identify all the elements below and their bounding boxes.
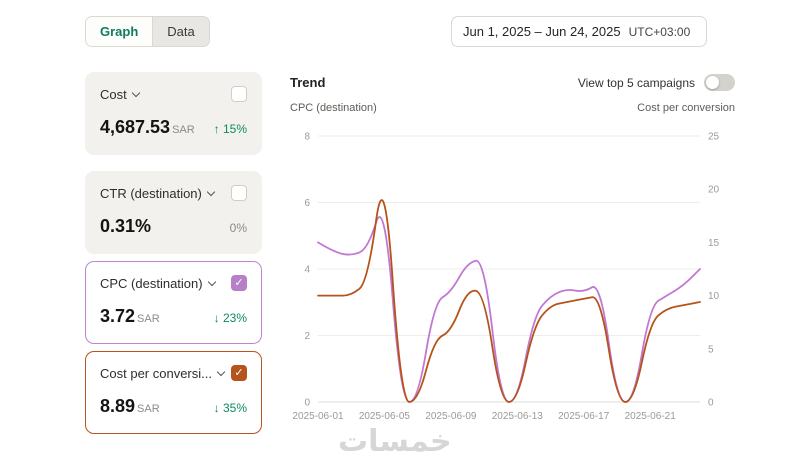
- metric-card-cost[interactable]: Cost 4,687.53 SAR ↑ 15%: [85, 72, 262, 155]
- series-line: [317, 199, 701, 403]
- metric-name: Cost: [100, 86, 127, 102]
- top-campaigns-toggle-label: View top 5 campaigns: [577, 75, 695, 90]
- metric-checkbox-ctr[interactable]: [231, 185, 247, 201]
- date-range-picker[interactable]: Jun 1, 2025 – Jun 24, 2025 UTC+03:00: [451, 16, 707, 47]
- metric-card-cost-per-conversion[interactable]: Cost per conversi... ✓ 8.89 SAR ↓ 35%: [85, 351, 262, 434]
- trend-header: Trend View top 5 campaigns: [290, 74, 735, 91]
- series-line: [317, 216, 701, 403]
- trend-chart: 0 2 4 6 8 0 5 10 15 20 25 2025-06-01 2025-06-05 2025-…: [292, 132, 720, 423]
- x-axis-tick: 2025-06-13: [492, 411, 544, 422]
- metric-dropdown-cost[interactable]: Cost: [100, 86, 140, 102]
- x-axis-tick: 2025-06-09: [425, 411, 477, 422]
- right-axis-tick: 0: [708, 398, 714, 409]
- metric-change: ↓ 23%: [213, 311, 247, 325]
- metric-name: CPC (destination): [100, 275, 203, 291]
- axis-titles: CPC (destination) Cost per conversion: [290, 102, 735, 114]
- metric-unit: SAR: [137, 313, 160, 325]
- metric-dropdown-cpc[interactable]: CPC (destination): [100, 275, 216, 291]
- metric-change: ↓ 35%: [213, 401, 247, 415]
- date-range-text: Jun 1, 2025 – Jun 24, 2025: [463, 24, 621, 39]
- x-axis-tick: 2025-06-17: [558, 411, 610, 422]
- metric-checkbox-cost-per-conversion[interactable]: ✓: [231, 365, 247, 381]
- right-axis-title: Cost per conversion: [637, 102, 735, 114]
- metric-value: 3.72 SAR: [100, 306, 160, 326]
- chevron-down-icon: [216, 367, 226, 376]
- x-axis-tick: 2025-06-01: [292, 411, 344, 422]
- left-axis-tick: 6: [304, 198, 310, 209]
- top-campaigns-toggle[interactable]: [704, 74, 735, 91]
- tab-graph[interactable]: Graph: [86, 17, 154, 46]
- x-axis-tick: 2025-06-21: [625, 411, 677, 422]
- watermark: خمسات: [338, 424, 452, 459]
- right-axis-tick: 10: [708, 291, 720, 302]
- metric-card-cpc[interactable]: CPC (destination) ✓ 3.72 SAR ↓ 23%: [85, 261, 262, 344]
- metric-value: 0.31%: [100, 216, 152, 236]
- chevron-down-icon: [206, 187, 216, 196]
- metric-name: CTR (destination): [100, 185, 202, 201]
- left-axis-tick: 4: [304, 265, 310, 276]
- tab-data[interactable]: Data: [153, 17, 208, 46]
- chevron-down-icon: [207, 277, 216, 286]
- metric-name: Cost per conversi...: [100, 365, 212, 381]
- left-axis-title: CPC (destination): [290, 102, 377, 114]
- metric-unit: SAR: [137, 403, 160, 415]
- right-axis-tick: 15: [708, 238, 720, 249]
- metric-checkbox-cost[interactable]: [231, 86, 247, 102]
- right-axis-tick: 5: [708, 344, 714, 355]
- check-icon: ✓: [234, 366, 244, 379]
- trend-title: Trend: [290, 75, 326, 90]
- timezone-label: UTC+03:00: [628, 24, 691, 39]
- right-axis-tick: 20: [708, 185, 720, 196]
- left-axis-tick: 8: [304, 132, 310, 143]
- toggle-knob: [706, 76, 719, 89]
- metric-change: ↑ 15%: [213, 122, 247, 136]
- view-toggle: Graph Data: [85, 16, 210, 47]
- chevron-down-icon: [131, 88, 140, 97]
- x-axis-tick: 2025-06-05: [359, 411, 411, 422]
- metric-unit: SAR: [172, 124, 195, 136]
- metric-change: 0%: [229, 221, 247, 235]
- left-axis-tick: 0: [304, 398, 310, 409]
- metric-dropdown-cost-per-conversion[interactable]: Cost per conversi...: [100, 365, 226, 381]
- metric-dropdown-ctr[interactable]: CTR (destination): [100, 185, 216, 201]
- metric-value: 8.89 SAR: [100, 396, 160, 416]
- metric-card-ctr[interactable]: CTR (destination) 0.31% 0%: [85, 171, 262, 254]
- metric-checkbox-cpc[interactable]: ✓: [231, 275, 247, 291]
- right-axis-tick: 25: [708, 132, 720, 143]
- metric-value: 4,687.53 SAR: [100, 117, 195, 137]
- left-axis-tick: 2: [304, 331, 310, 342]
- check-icon: ✓: [234, 276, 244, 289]
- metrics-column: Cost 4,687.53 SAR ↑ 15% CTR (destination)…: [85, 72, 262, 441]
